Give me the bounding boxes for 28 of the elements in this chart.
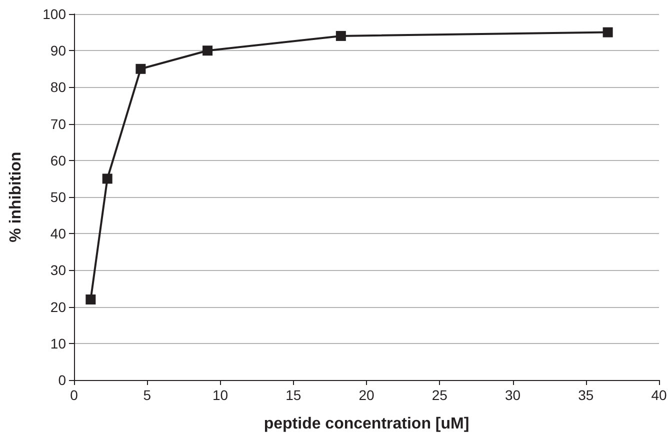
y-tick-label: 0 (58, 372, 66, 388)
point (202, 46, 213, 56)
y-tick-label: 100 (42, 6, 66, 22)
x-tick-label: 10 (212, 387, 228, 403)
y-tick-label: 20 (50, 298, 66, 315)
y-axis-title: % inhibition (8, 152, 24, 242)
x-tick-label: 0 (70, 387, 78, 403)
x-tick-label: 40 (651, 387, 667, 403)
y-tick-label: 50 (50, 189, 66, 205)
y-tick-label: 60 (50, 152, 66, 168)
point (602, 27, 613, 38)
y-tick-label: 80 (50, 79, 66, 96)
point (102, 174, 112, 184)
point (86, 294, 96, 304)
x-tick-label: 35 (578, 387, 594, 403)
y-tick-label: 30 (50, 262, 66, 278)
point (336, 30, 346, 41)
x-axis-title: peptide concentration [uM] (264, 416, 470, 432)
x-tick-label: 5 (143, 387, 152, 403)
point (136, 64, 146, 74)
x-tick-label: 30 (504, 387, 521, 403)
x-tick-label: 25 (432, 387, 448, 403)
y-tick-label: 70 (50, 116, 66, 132)
y-tick-label: 90 (50, 42, 66, 59)
y-tick-label: 40 (50, 226, 66, 242)
y-tick-label: 10 (50, 335, 66, 352)
x-tick-label: 20 (358, 387, 374, 403)
x-tick-label: 15 (286, 387, 302, 403)
